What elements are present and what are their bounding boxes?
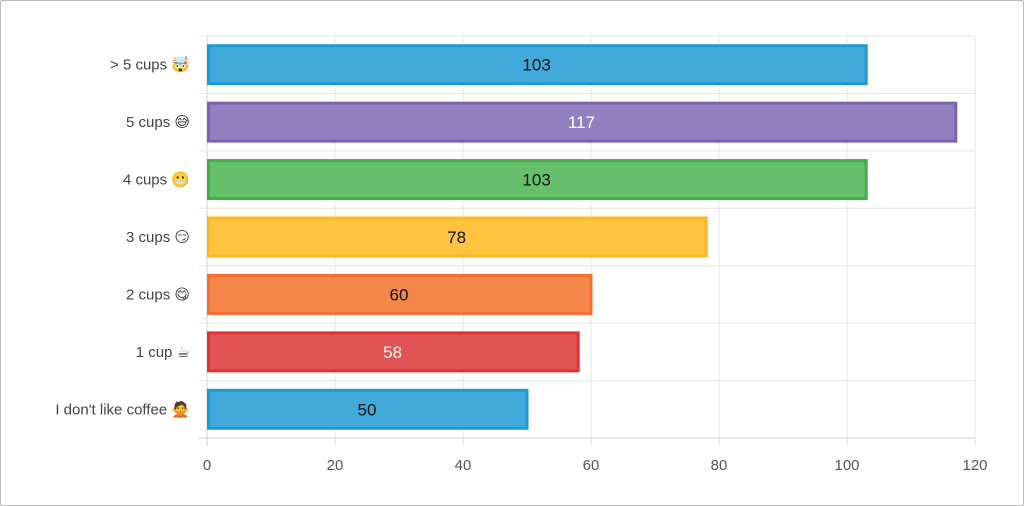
category-label: 1 cup ☕ <box>136 344 190 361</box>
category-label: 4 cups 😬 <box>123 171 190 189</box>
x-tick-label: 120 <box>962 457 987 474</box>
bar <box>207 273 593 315</box>
bar <box>207 388 529 430</box>
value-label: 117 <box>568 113 595 132</box>
category-label: I don't like coffee 🙅 <box>55 399 190 418</box>
x-tick-label: 40 <box>455 457 472 474</box>
bar <box>207 159 868 201</box>
bar <box>207 216 708 258</box>
value-label: 103 <box>522 171 550 190</box>
category-label: 5 cups 😅 <box>126 114 190 131</box>
x-axis-ticks: 0 20 40 60 80 100 120 <box>203 457 988 474</box>
category-label: 3 cups 😏 <box>126 229 190 246</box>
x-tick-label: 0 <box>203 457 211 474</box>
x-tick-label: 60 <box>583 457 600 474</box>
category-label: 2 cups 😋 <box>126 286 190 303</box>
x-tick-label: 20 <box>327 457 344 474</box>
category-label: > 5 cups 🤯 <box>110 56 190 74</box>
value-label: 58 <box>383 343 402 362</box>
category-labels: > 5 cups 🤯 5 cups 😅 4 cups 😬 3 cups 😏 2 cups… <box>55 56 190 419</box>
value-label: 60 <box>390 285 409 304</box>
value-label: 50 <box>358 400 377 419</box>
bars <box>207 44 958 430</box>
value-label: 103 <box>522 56 550 75</box>
x-tick-label: 80 <box>711 457 728 474</box>
bar <box>207 331 580 373</box>
bar <box>207 44 868 86</box>
x-tick-label: 100 <box>834 457 859 474</box>
value-labels: 103 117 103 78 60 58 50 <box>358 56 595 420</box>
bar <box>207 101 958 143</box>
grid-lines <box>199 35 976 446</box>
value-label: 78 <box>447 228 466 247</box>
